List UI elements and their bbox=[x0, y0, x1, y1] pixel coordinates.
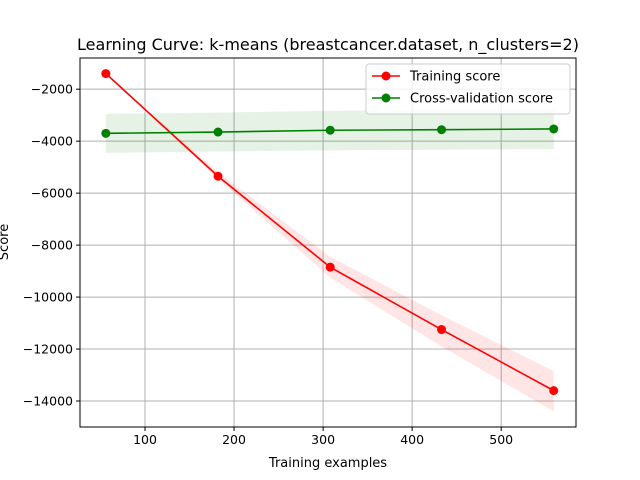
y-axis-label: Score bbox=[0, 224, 12, 260]
x-tick-label: 100 bbox=[133, 432, 157, 447]
legend-label: Cross-validation score bbox=[410, 92, 553, 107]
x-axis-label: Training examples bbox=[268, 456, 387, 471]
data-point bbox=[101, 128, 111, 138]
legend-box bbox=[365, 63, 571, 115]
axis-ticks: 100 200 300 400 500 −14000 −12000 −10000 −8000 −6… bbox=[23, 82, 513, 447]
y-tick-label: −4000 bbox=[31, 134, 73, 149]
data-point bbox=[213, 171, 223, 181]
data-point bbox=[549, 124, 559, 134]
y-tick-label: −2000 bbox=[31, 82, 73, 97]
plot-frame bbox=[79, 57, 577, 428]
legend: Training score Cross-validation score bbox=[365, 63, 571, 115]
grid-lines bbox=[80, 58, 576, 427]
y-tick-label: −12000 bbox=[23, 342, 73, 357]
data-point bbox=[101, 69, 111, 79]
y-tick-label: −8000 bbox=[31, 238, 73, 253]
y-tick-label: −10000 bbox=[23, 290, 73, 305]
x-tick-label: 300 bbox=[311, 432, 335, 447]
data-point bbox=[437, 325, 447, 335]
chart-title: Learning Curve: k-means (breastcancer.da… bbox=[77, 35, 579, 55]
data-point bbox=[325, 125, 335, 135]
legend-marker bbox=[381, 71, 391, 81]
data-point bbox=[549, 386, 559, 396]
x-tick-label: 500 bbox=[489, 432, 513, 447]
data-point bbox=[213, 127, 223, 137]
data-point bbox=[437, 125, 447, 135]
y-tick-label: −14000 bbox=[23, 394, 73, 409]
series-points bbox=[101, 69, 559, 396]
y-tick-label: −6000 bbox=[31, 186, 73, 201]
legend-marker bbox=[381, 93, 391, 103]
x-tick-label: 200 bbox=[222, 432, 246, 447]
x-tick-label: 400 bbox=[400, 432, 424, 447]
data-point bbox=[325, 262, 335, 272]
legend-label: Training score bbox=[409, 70, 500, 85]
